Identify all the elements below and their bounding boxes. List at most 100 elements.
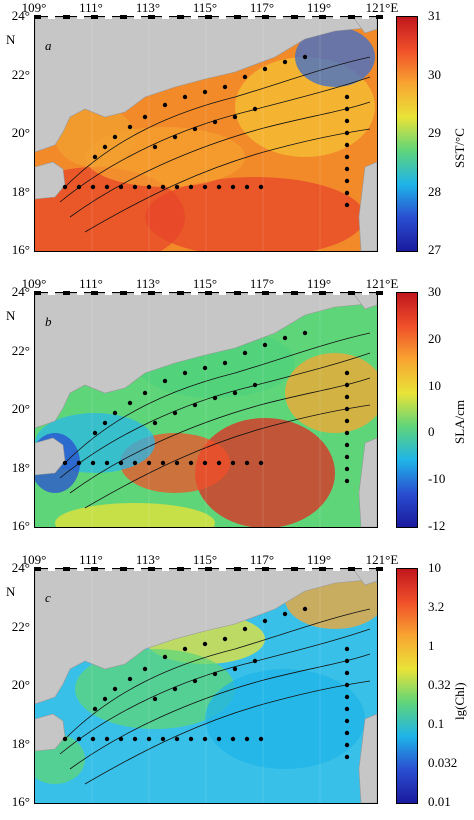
station-dot [344,190,350,196]
station-dot [160,736,166,742]
chl-map [34,568,378,804]
station-dot [344,682,350,688]
north-label: N [6,308,16,323]
station-dot [62,736,68,742]
station-dot [344,106,350,112]
station-dot [160,184,166,190]
station-dot [282,59,288,65]
x-tick-label: 119° [306,0,332,15]
taiwan-land [352,569,377,586]
station-dot [162,102,168,108]
field-patch [75,649,235,729]
frame-tick [276,567,284,571]
station-dot [262,342,268,348]
station-dot [344,154,350,160]
station-dot [182,370,188,376]
frame-tick [361,291,369,295]
map-canvas [35,293,377,527]
station-dot [242,350,248,356]
station-dot [174,184,180,190]
station-dot [216,736,222,742]
station-dot [162,654,168,660]
station-dot [244,460,250,466]
isobath-contour [59,352,371,479]
frame-tick [133,15,141,19]
colorbar-tick-label: 10 [428,377,441,393]
frame-tick [76,291,84,295]
station-dot [162,378,168,384]
station-dot [174,736,180,742]
station-dot [152,696,158,702]
isobath-contour [64,608,371,740]
sla-colorbar [396,292,418,528]
frame-tick [48,291,56,295]
y-tick-label: 22° [11,342,30,358]
frame-tick [276,15,284,19]
taiwan-land [352,17,377,34]
station-dot [104,184,110,190]
x-tick-label: 117° [249,0,275,15]
station-dot [222,84,228,90]
station-dot [252,382,258,388]
station-dot [188,184,194,190]
station-dot [142,114,148,120]
station-dot [160,460,166,466]
isobath-contour [84,404,371,509]
panel-b: b SLA/cm 109° 111° 113° 115° 117° 119° 121°E 24… [0,276,474,544]
frame-tick [361,567,369,571]
station-dot [104,460,110,466]
station-dot [188,736,194,742]
station-dot [182,94,188,100]
station-dot [92,706,98,712]
x-tick-label: 121°E [365,552,399,567]
station-dot [344,718,350,724]
station-dot [344,730,350,736]
y-tick-label: 16° [11,518,30,533]
field-patch [55,503,215,527]
station-dot [182,646,188,652]
station-dot [192,126,198,132]
frame-tick [205,15,213,19]
luzon-land [358,713,377,803]
station-dot [344,178,350,184]
y-tick-label: 20° [11,677,30,692]
frame-tick [162,567,170,571]
station-dot [232,114,238,120]
panel-letter: a [45,38,52,53]
frame-tick [319,291,327,295]
panel-c: c lg(Chl) 109° 111° 113° 115° 117° 119° 121°E 2… [0,552,474,820]
station-dot [76,736,82,742]
station-dot [344,130,350,136]
station-dot [222,636,228,642]
frame-tick [105,567,113,571]
sst-map [34,16,378,252]
frame-tick [119,15,127,19]
frame-tick [162,15,170,19]
station-dot [344,394,350,400]
station-dot [344,454,350,460]
sst-colorbar [396,16,418,252]
frame-tick [162,291,170,295]
station-dot [244,184,250,190]
frame-tick [262,567,270,571]
colorbar-tick-label: 0.1 [428,716,445,731]
station-dot [258,736,264,742]
colorbar-tick-label: 20 [428,330,441,346]
frame-tick [148,15,156,19]
station-dot [152,144,158,150]
station-dot [302,606,308,612]
frame-tick [247,291,255,295]
isobath-contour [59,76,371,203]
station-dot [132,184,138,190]
colorbar-tick-label: -12 [428,518,446,533]
x-tick-label: 115° [192,552,218,567]
station-dot [132,736,138,742]
station-dot [127,124,133,130]
station-dot [202,184,208,190]
isobath-contour [59,628,371,755]
colorbar-tick-label: 27 [428,242,441,257]
station-dot [174,460,180,466]
colorbar-tick-label: 0.32 [428,677,451,692]
frame-tick [62,291,70,295]
mainland-land [35,17,377,153]
